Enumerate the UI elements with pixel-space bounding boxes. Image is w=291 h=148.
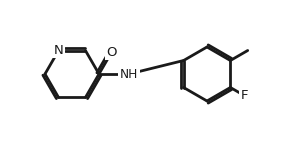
Text: F: F [240, 89, 248, 102]
Text: O: O [106, 46, 117, 59]
Text: NH: NH [120, 67, 138, 81]
Text: N: N [54, 44, 63, 57]
